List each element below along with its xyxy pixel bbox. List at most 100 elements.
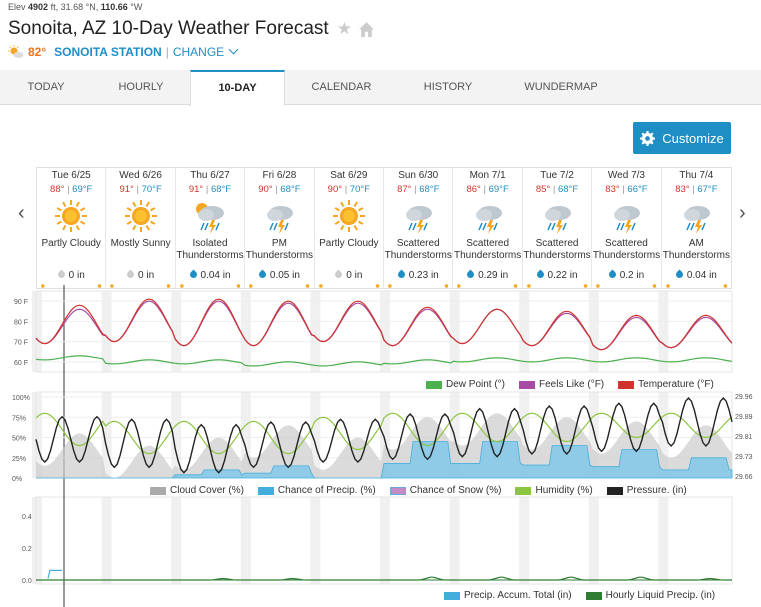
chevron-down-icon[interactable] <box>228 44 239 54</box>
night-band <box>171 497 182 584</box>
atmosphere-legend: Cloud Cover (%) Chance of Precip. (%) Ch… <box>136 485 687 496</box>
low-temp: 66°F <box>627 184 648 195</box>
tab-calendar[interactable]: CALENDAR <box>311 81 372 93</box>
day-card[interactable]: Thu 6/27 91° | 68°F Isolated Thunderstorm… <box>176 168 246 288</box>
precip-value: 0.04 in <box>686 270 717 281</box>
chance-of-precip-area <box>36 441 733 479</box>
condition-line-2: Thunderstorms <box>176 250 244 261</box>
night-band <box>32 291 42 372</box>
low-temp: 68°F <box>280 184 301 195</box>
station-name[interactable]: SONOITA STATION <box>54 45 162 59</box>
home-icon[interactable] <box>358 21 375 38</box>
customize-button[interactable]: Customize <box>633 122 731 154</box>
day-card[interactable]: Mon 7/1 86° | 69°F Scattered Thunderstorm… <box>453 168 523 288</box>
low-temp: 70°F <box>141 184 162 195</box>
tab-hourly[interactable]: HOURLY <box>118 81 164 93</box>
day-date: Tue 7/2 <box>540 170 574 181</box>
tab-history[interactable]: HISTORY <box>423 81 473 93</box>
day-date: Mon 7/1 <box>469 170 506 181</box>
night-band <box>101 392 112 478</box>
change-station-link[interactable]: CHANGE <box>172 45 225 59</box>
tab-bar: TODAY HOURLY 10-DAY CALENDAR HISTORY WUN… <box>0 70 761 106</box>
precip-amount: 0 in <box>37 269 105 281</box>
y2-tick-label: 29.89 <box>735 414 753 421</box>
day-card[interactable]: Tue 6/25 88° | 69°F Partly Cloudy 0 in <box>37 168 107 288</box>
condition: Partly Cloudy <box>315 238 383 262</box>
condition-line-1: Scattered <box>535 238 579 249</box>
legend-chance-precip[interactable]: Chance of Precip. (%) <box>257 485 376 496</box>
precip-amount: 0 in <box>315 269 383 281</box>
legend-chance-snow[interactable]: Chance of Snow (%) <box>389 485 501 496</box>
legend-temperature[interactable]: Temperature (°F) <box>618 379 714 390</box>
partly-cloudy-icon <box>55 200 88 232</box>
legend-chance-precip-label: Chance of Precip. (%) <box>277 485 376 496</box>
high-temp: 91° <box>119 184 134 195</box>
tab-today[interactable]: TODAY <box>27 81 65 93</box>
night-band <box>171 392 182 478</box>
night-band <box>588 497 599 584</box>
precip-value: 0.29 in <box>478 270 509 281</box>
high-temp: 90° <box>258 184 273 195</box>
legend-humidity[interactable]: Humidity (%) <box>515 485 593 496</box>
day-temps: 88° | 69°F <box>37 184 105 195</box>
separator: | <box>692 184 695 195</box>
separator: | <box>67 184 70 195</box>
day-temps: 87° | 68°F <box>384 184 452 195</box>
high-temp: 90° <box>327 184 343 195</box>
day-card[interactable]: Fri 6/28 90° | 68°F PM Thunderstorms 0.05… <box>245 168 315 288</box>
dew-point-line <box>35 355 733 367</box>
raindrop-icon <box>125 269 136 280</box>
legend-feels-like-label: Feels Like (°F) <box>539 379 605 390</box>
precip-amount: 0 in <box>106 269 174 281</box>
night-band <box>519 392 530 478</box>
legend-pressure[interactable]: Pressure. (in) <box>606 485 687 496</box>
prev-arrow-icon[interactable]: ‹ <box>18 202 25 224</box>
raindrop-icon <box>257 269 268 280</box>
star-icon[interactable]: ★ <box>336 19 352 38</box>
day-temps: 86° | 69°F <box>453 184 521 195</box>
y2-tick-label: 29.73 <box>735 454 753 461</box>
y-tick-label: 0.0 <box>22 578 32 585</box>
next-arrow-icon[interactable]: › <box>739 202 746 224</box>
day-card[interactable]: Tue 7/2 85° | 68°F Scattered Thunderstorm… <box>523 168 593 288</box>
day-date: Fri 6/28 <box>262 170 297 181</box>
precip-amount: 0.04 in <box>662 269 731 281</box>
raindrop-icon <box>535 269 545 280</box>
day-card[interactable]: Wed 7/3 83° | 66°F Scattered Thunderstorm… <box>592 168 662 288</box>
low-temp: 69°F <box>72 184 93 195</box>
precip-value: 0.23 in <box>408 270 439 281</box>
sun-indicator <box>318 284 379 288</box>
legend-cloud-cover[interactable]: Cloud Cover (%) <box>150 485 244 496</box>
y-tick-label: 25% <box>12 456 26 463</box>
day-card[interactable]: Sun 6/30 87° | 68°F Scattered Thunderstor… <box>384 168 454 288</box>
precip-accum-line <box>47 569 62 579</box>
legend-dew-point[interactable]: Dew Point (°) <box>426 379 505 390</box>
thunderstorms-icon <box>545 206 572 234</box>
legend-feels-like[interactable]: Feels Like (°F) <box>519 379 604 390</box>
tab-wundermap[interactable]: WUNDERMAP <box>524 81 598 93</box>
night-band <box>449 392 460 478</box>
raindrop-icon <box>188 269 198 280</box>
tab-10-day[interactable]: 10-DAY <box>190 70 285 106</box>
day-temps: 85° | 68°F <box>523 184 591 195</box>
legend-hourly-precip[interactable]: Hourly Liquid Precip. (in) <box>585 590 715 601</box>
separator: | <box>414 184 417 195</box>
night-band <box>658 392 669 478</box>
day-card[interactable]: Sat 6/29 90° | 70°F Partly Cloudy 0 in <box>315 168 385 288</box>
day-forecast-strip: Tue 6/25 88° | 69°F Partly Cloudy 0 in W… <box>36 167 732 289</box>
sun-indicator <box>249 284 310 288</box>
day-card[interactable]: Thu 7/4 83° | 67°F AM Thunderstorms 0.04 … <box>662 168 731 288</box>
night-band <box>310 291 321 372</box>
thunderstorms-icon <box>475 206 502 234</box>
legend-precip-accum[interactable]: Precip. Accum. Total (in) <box>444 590 572 601</box>
day-card[interactable]: Wed 6/26 91° | 70°F Mostly Sunny 0 in <box>106 168 176 288</box>
high-temp: 87° <box>397 184 412 195</box>
raindrop-icon <box>465 269 476 280</box>
partly-cloudy-icon <box>8 45 24 58</box>
precip-value: 0.04 in <box>200 270 231 281</box>
night-band <box>240 291 251 372</box>
condition-line-2: Thunderstorms <box>384 250 452 261</box>
high-temp: 86° <box>466 184 481 195</box>
condition: Scattered Thunderstorms <box>523 238 591 262</box>
precip-value: 0.05 in <box>269 270 300 281</box>
